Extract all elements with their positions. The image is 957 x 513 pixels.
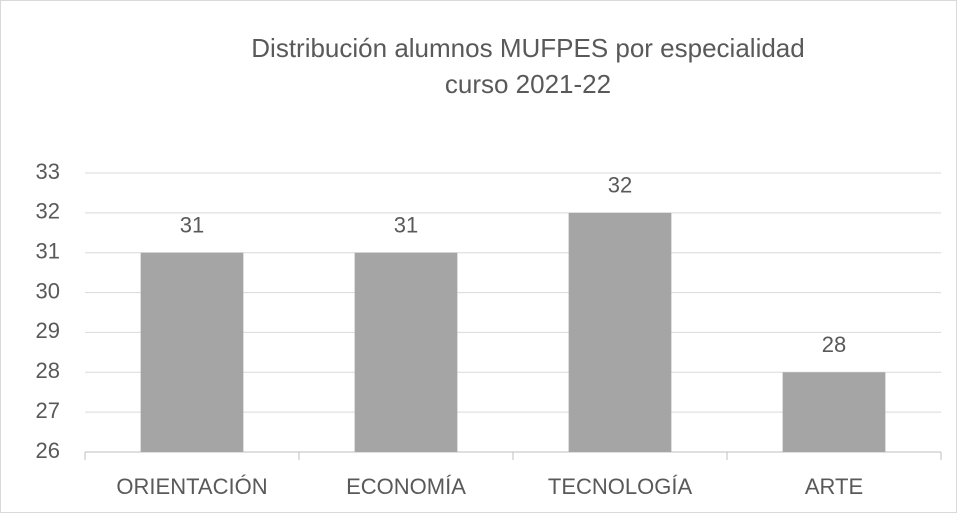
data-label: 31 xyxy=(394,213,418,238)
y-tick-label: 30 xyxy=(36,278,60,303)
y-tick-label: 26 xyxy=(36,438,60,463)
x-tick-label: ORIENTACIÓN xyxy=(116,474,267,499)
y-tick-label: 33 xyxy=(36,159,60,184)
chart-subtitle: curso 2021-22 xyxy=(445,69,611,99)
data-label: 32 xyxy=(608,173,632,198)
bar xyxy=(782,372,886,452)
data-label: 28 xyxy=(822,332,846,357)
x-tick-label: TECNOLOGÍA xyxy=(548,474,693,499)
bar xyxy=(140,252,244,452)
x-tick-label: ECONOMÍA xyxy=(346,474,466,499)
y-tick-label: 27 xyxy=(36,398,60,423)
y-tick-label: 29 xyxy=(36,318,60,343)
y-tick-label: 28 xyxy=(36,358,60,383)
x-tick-label: ARTE xyxy=(805,474,863,499)
chart-title: Distribución alumnos MUFPES por especial… xyxy=(251,33,804,63)
y-tick-label: 32 xyxy=(36,199,60,224)
data-label: 31 xyxy=(180,213,204,238)
y-tick-label: 31 xyxy=(36,239,60,264)
bar xyxy=(354,252,458,452)
bar xyxy=(568,212,672,452)
